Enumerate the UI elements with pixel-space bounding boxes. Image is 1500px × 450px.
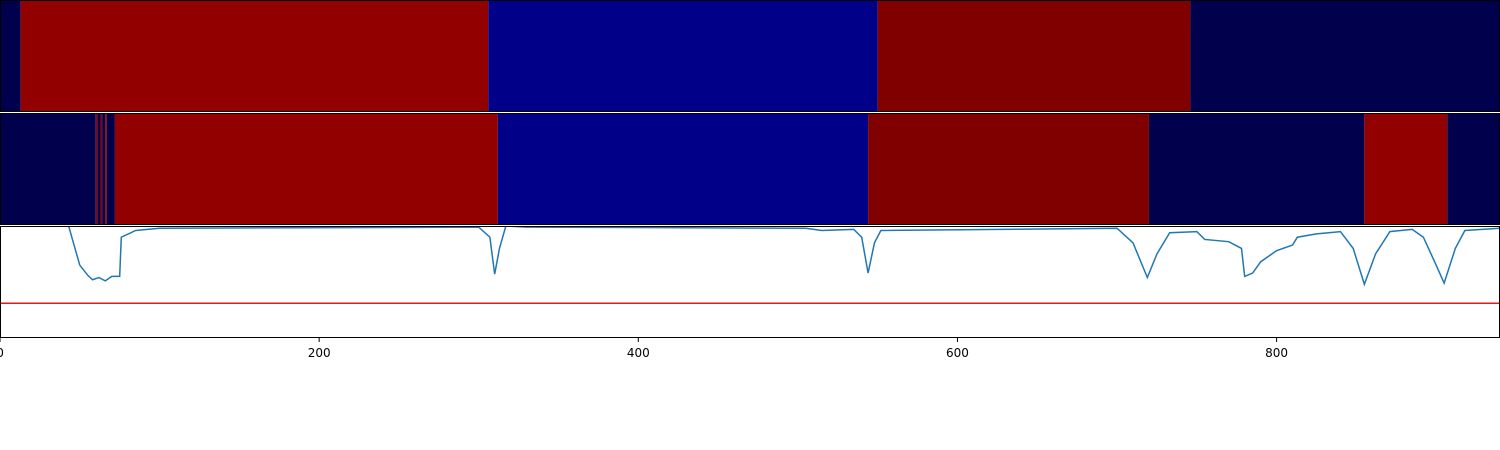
segment [100,113,103,225]
segment [1190,0,1500,112]
segment [868,113,1149,225]
segment [0,0,21,112]
segment [114,113,498,225]
data-line [67,226,1500,287]
segment [1148,113,1365,225]
x-tick-label: 200 [308,346,331,360]
x-tick-label: 0 [0,346,4,360]
segment [497,113,869,225]
segment [0,113,96,225]
segment [1364,113,1448,225]
segment [102,113,106,225]
segment [105,113,107,225]
segment [97,113,101,225]
plot-area [0,226,1500,305]
segment [877,0,1191,112]
segment [95,113,98,225]
segment [106,113,115,225]
segment [20,0,489,112]
x-tick-label: 400 [627,346,650,360]
x-tick-label: 800 [1265,346,1288,360]
segment [1447,113,1500,225]
axes-frame [0,226,1500,338]
segment [488,0,878,112]
x-tick-label: 600 [946,346,969,360]
